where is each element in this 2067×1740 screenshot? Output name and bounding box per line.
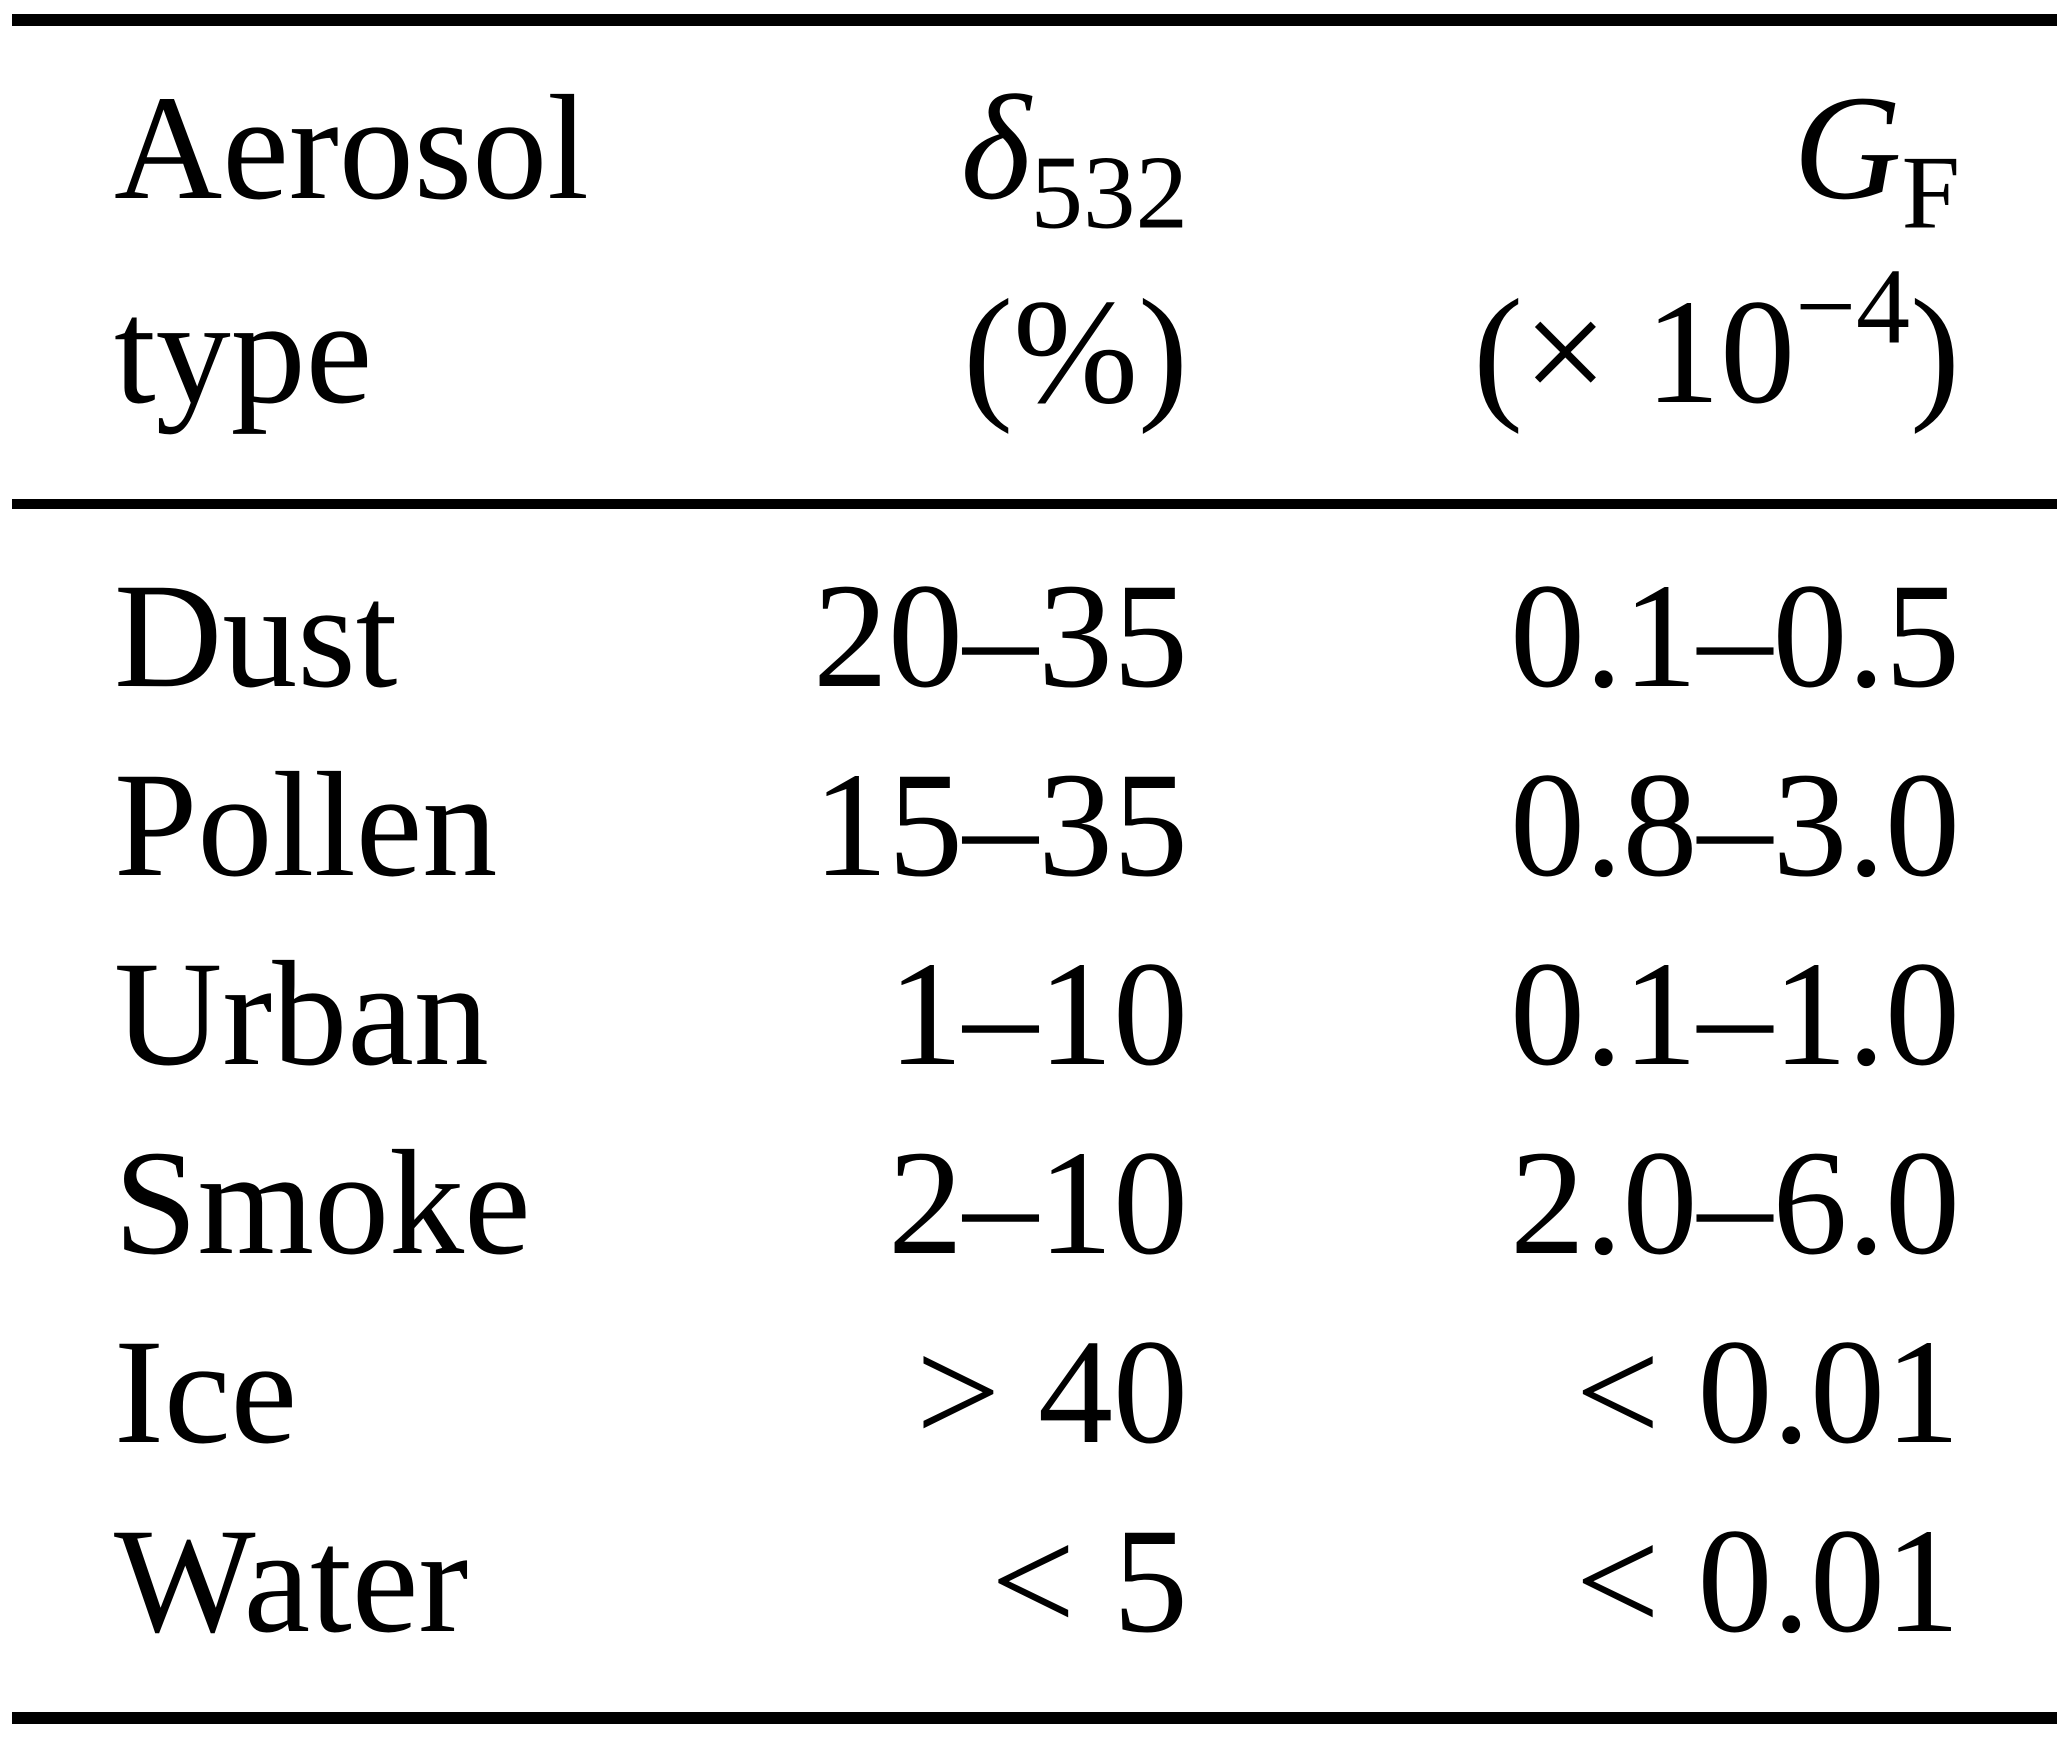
row-smoke-type: Smoke [114,1120,531,1286]
header-separator-rule [12,499,2057,509]
delta-symbol: δ [960,65,1031,231]
row-water-delta: < 5 [990,1498,1188,1664]
row-smoke-gf: 2.0–6.0 [1510,1120,1960,1286]
gf-subscript: F [1901,133,1960,251]
gf-unit-open: (× 10 [1473,269,1796,435]
row-urban-type: Urban [114,931,489,1097]
row-dust-gf: 0.1–0.5 [1510,553,1960,719]
header-delta-532: δ532 [550,73,1188,244]
row-urban-delta: 1–10 [888,931,1188,1097]
row-water-type: Water [114,1498,469,1664]
row-ice-type: Ice [114,1309,298,1475]
table-top-rule [12,14,2057,26]
table-bottom-rule [12,1712,2057,1724]
row-ice-gf: < 0.01 [1575,1309,1960,1475]
header-gf: GF [1250,73,1960,244]
gf-unit-close: ) [1910,269,1960,435]
gf-symbol: G [1793,65,1902,231]
header-delta-unit: (%) [963,269,1188,435]
row-dust-type: Dust [114,553,398,719]
row-urban-gf: 0.1–1.0 [1510,931,1960,1097]
row-dust-delta: 20–35 [813,553,1188,719]
row-pollen-type: Pollen [114,742,498,908]
row-pollen-delta: 15–35 [813,742,1188,908]
gf-unit-exponent: −4 [1795,247,1911,367]
row-pollen-gf: 0.8–3.0 [1510,742,1960,908]
header-gf-unit: (× 10−4) [1250,253,1960,427]
header-type: type [114,269,373,435]
header-aerosol: Aerosol [114,65,589,231]
row-smoke-delta: 2–10 [888,1120,1188,1286]
row-water-gf: < 0.01 [1575,1498,1960,1664]
row-ice-delta: > 40 [915,1309,1188,1475]
delta-wavelength-subscript: 532 [1030,133,1189,251]
